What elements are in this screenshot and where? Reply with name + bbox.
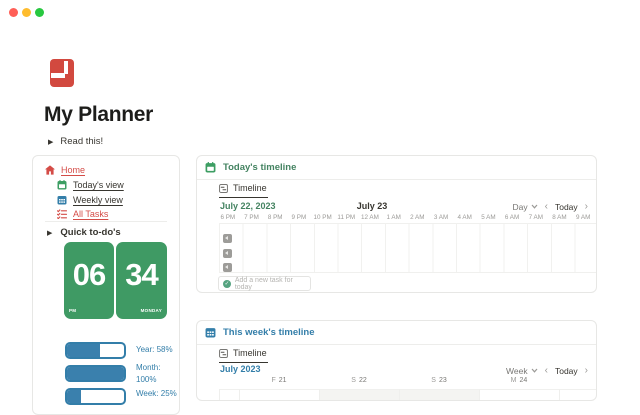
tasks-icon: [57, 209, 67, 219]
offscreen-task-chip[interactable]: [223, 234, 232, 243]
timeline-controls: Week ‹ Today ›: [506, 365, 588, 376]
card-title: This week's timeline: [223, 327, 315, 338]
clock-meridiem: PM: [69, 308, 77, 313]
week-progress-fill: [67, 390, 82, 403]
scale-select[interactable]: Day: [513, 202, 538, 212]
timeline-view-icon: [219, 183, 228, 193]
sidebar-item-weekly-view[interactable]: Weekly view: [57, 195, 123, 205]
sidebar-item-todays-view[interactable]: Today's view: [57, 180, 124, 190]
traffic-light-zoom[interactable]: [35, 8, 44, 17]
page-title: My Planner: [44, 103, 154, 126]
hour-labels: 6 PM 7 PM 8 PM 9 PM 10 PM 11 PM 12 AM 1 AM 2 AM 3…: [220, 214, 591, 221]
grid-line: [479, 389, 480, 400]
home-icon: [45, 165, 55, 175]
clock-minute: 34: [125, 257, 158, 292]
next-button[interactable]: ›: [584, 201, 588, 212]
chevron-down-icon: [531, 368, 538, 373]
sidebar-divider: [45, 221, 167, 222]
scale-label: Week: [506, 365, 528, 376]
card-divider: [197, 179, 596, 180]
day-labels: F 21 S 22 S 23 M 24: [271, 377, 528, 384]
scale-select[interactable]: Week: [506, 366, 538, 376]
week-timeline-card: This week's timeline Timeline July 2023 …: [196, 320, 597, 401]
sidebar-item-all-tasks[interactable]: All Tasks: [57, 209, 108, 219]
offscreen-task-chip[interactable]: [223, 249, 232, 258]
tab-label: Timeline: [233, 348, 267, 358]
calendar-day-icon: [57, 180, 67, 190]
calendar-week-icon: [205, 328, 216, 338]
sidebar-item-label: Today's view: [73, 180, 124, 190]
read-this-toggle[interactable]: ▶ Read this!: [48, 136, 103, 147]
year-progress-fill: [67, 344, 101, 357]
timeline-range-label: July 22, 2023: [220, 201, 276, 211]
add-task-label: Add a new task for today: [234, 276, 293, 291]
grid-line: [219, 389, 220, 400]
sidebar-item-label: Home: [61, 165, 86, 175]
add-task-button[interactable]: ✓ Add a new task for today: [218, 276, 311, 291]
read-this-label: Read this!: [60, 136, 104, 147]
sidebar-item-label: Weekly view: [73, 195, 123, 205]
grid-top-line: [219, 389, 596, 390]
toggle-arrow-icon: ▶: [47, 229, 53, 237]
quick-todos-label: Quick to-do's: [60, 227, 121, 238]
clock-minute-card: 34 MONDAY: [116, 242, 167, 319]
prev-button[interactable]: ‹: [544, 201, 548, 212]
card-divider: [197, 344, 596, 345]
quick-todos-toggle[interactable]: ▶ Quick to-do's: [47, 227, 121, 238]
sidebar-card: Home Today's view Weekly view All Tasks …: [32, 155, 180, 415]
tab-timeline[interactable]: Timeline: [219, 348, 268, 363]
clock-weekday: MONDAY: [140, 308, 162, 313]
timeline-view-icon: [219, 348, 228, 358]
prev-button[interactable]: ‹: [544, 365, 548, 376]
grid-line: [559, 389, 560, 400]
week-progress-bar: [65, 388, 126, 405]
month-progress-label: Month: 100%: [136, 363, 161, 384]
check-circle-icon: ✓: [223, 279, 231, 288]
sidebar-item-home[interactable]: Home: [45, 165, 85, 175]
timeline-controls: Day ‹ Today ›: [513, 201, 589, 212]
offscreen-task-chip[interactable]: [223, 263, 232, 272]
grid-line: [239, 389, 240, 400]
hour-grid: [219, 223, 596, 272]
scale-label: Day: [512, 201, 528, 212]
toggle-arrow-icon: ▶: [48, 138, 54, 146]
month-progress-fill: [67, 367, 124, 380]
month-progress-bar: [65, 365, 126, 382]
calendar-day-icon: [205, 162, 216, 173]
today-button[interactable]: Today: [554, 365, 578, 376]
grid-bottom-line: [219, 272, 596, 273]
chevron-down-icon: [531, 204, 538, 209]
grid-line: [399, 389, 400, 400]
next-button[interactable]: ›: [584, 365, 588, 376]
year-progress-label: Year: 58%: [136, 345, 173, 354]
traffic-light-close[interactable]: [9, 8, 18, 17]
date-marker: July 23: [356, 201, 388, 211]
grid-line: [319, 389, 320, 400]
tab-timeline[interactable]: Timeline: [219, 183, 268, 198]
timeline-range-label: July 2023: [220, 364, 261, 374]
today-button[interactable]: Today: [554, 201, 578, 212]
sidebar-item-label: All Tasks: [73, 209, 109, 219]
calendar-week-icon: [57, 196, 67, 205]
traffic-light-minimize[interactable]: [22, 8, 31, 17]
tab-label: Timeline: [233, 183, 267, 193]
clock-hour-card: 06 PM: [64, 242, 114, 319]
clock-hour: 06: [72, 257, 106, 292]
todays-timeline-card: Today's timeline Timeline July 22, 2023 …: [196, 155, 597, 293]
week-progress-label: Week: 25%: [136, 389, 177, 398]
card-title: Today's timeline: [223, 162, 297, 173]
year-progress-bar: [65, 342, 126, 359]
